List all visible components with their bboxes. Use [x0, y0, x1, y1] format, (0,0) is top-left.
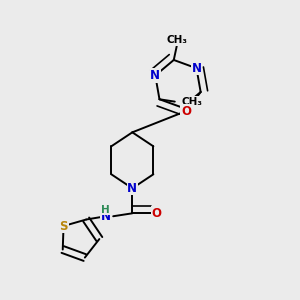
Text: N: N	[191, 62, 202, 75]
Text: CH₃: CH₃	[181, 97, 202, 106]
Text: N: N	[150, 69, 160, 82]
Text: H: H	[101, 205, 110, 215]
Text: CH₃: CH₃	[166, 35, 187, 45]
Text: N: N	[101, 210, 111, 223]
Text: O: O	[152, 207, 162, 220]
Text: O: O	[181, 105, 191, 118]
Text: N: N	[127, 182, 137, 195]
Text: S: S	[59, 220, 68, 232]
